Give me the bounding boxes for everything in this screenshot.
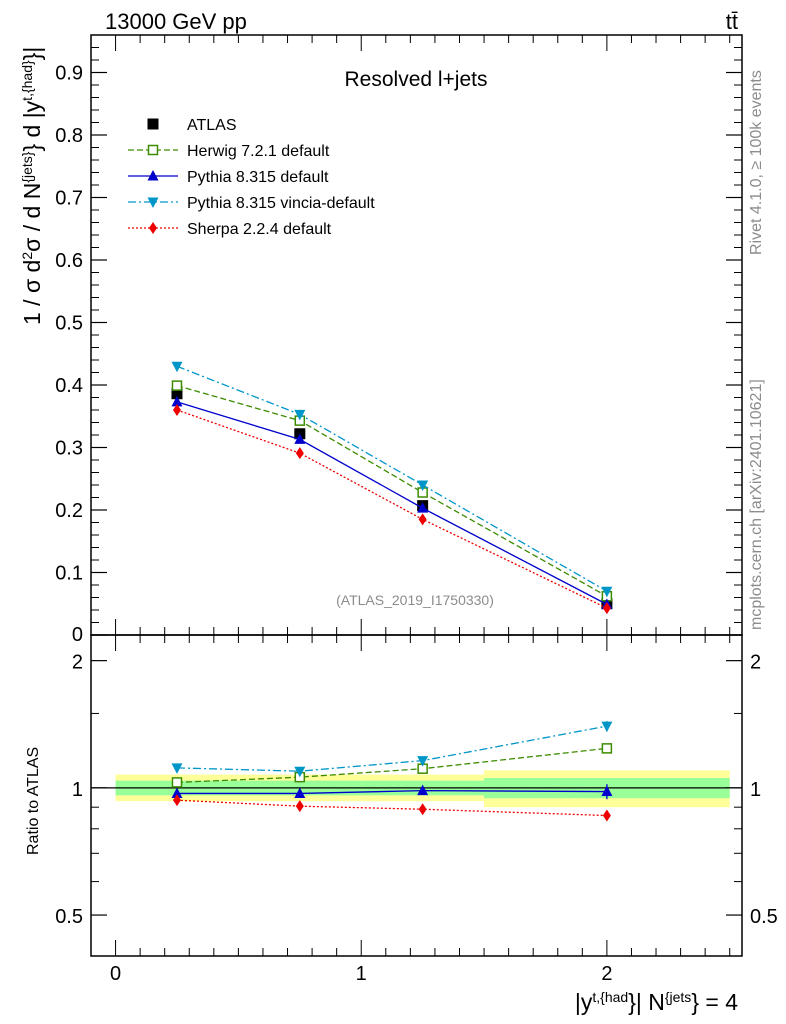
data-point	[294, 409, 306, 421]
data-point	[601, 721, 613, 733]
data-point	[171, 395, 183, 407]
y-tick-label: 0.4	[55, 375, 83, 397]
series-line	[176, 789, 607, 795]
ratio-plot-area	[91, 720, 742, 822]
series-line	[176, 401, 608, 605]
y-tick-label: 0	[72, 624, 83, 646]
data-point	[418, 803, 427, 816]
legend-entry: Pythia 8.315 default	[128, 169, 329, 186]
series-0	[171, 388, 613, 610]
series-line	[176, 384, 608, 597]
y-tick-label: 2	[72, 652, 83, 674]
data-point	[171, 763, 183, 774]
x-tick-label: 0	[110, 963, 121, 985]
ratio-y-axis-label: Ratio to ATLAS	[25, 747, 42, 855]
ratio-frame	[90, 634, 743, 957]
data-point	[417, 502, 429, 513]
data-point	[171, 777, 183, 788]
legend-entry: Herwig 7.2.1 default	[128, 143, 330, 160]
legend-label: Herwig 7.2.1 default	[187, 143, 330, 160]
legend-entry: Pythia 8.315 vincia-default	[128, 195, 375, 212]
legend-label: ATLAS	[187, 117, 237, 134]
legend-marker	[147, 170, 159, 181]
y-tick-label: 1	[72, 779, 83, 801]
y-tick-label: 0.7	[55, 188, 83, 210]
y-tick-label: 0.2	[55, 500, 83, 522]
data-point	[171, 388, 183, 400]
y-tick-label: 0.6	[55, 250, 83, 272]
energy-label: 13000 GeV pp	[105, 9, 247, 34]
main-panel: 0 0.1 0.2 0.3 0.4 0.5 0.6 0.7 0.8 0.9 Resolved l+…	[19, 34, 743, 646]
series-line	[176, 409, 608, 609]
data-point	[601, 785, 613, 797]
y-tick-label-right: 0.5	[750, 906, 778, 928]
series-2	[171, 395, 613, 609]
data-point	[294, 433, 306, 444]
data-point	[172, 404, 181, 416]
data-point	[602, 602, 611, 615]
data-point	[418, 513, 427, 526]
ratio-series-2	[171, 720, 613, 778]
ratio-series-3	[172, 794, 611, 822]
data-point	[417, 784, 429, 796]
ratio-series-1	[171, 784, 613, 800]
ratio-panel: 0.5 0.5 1 1 2 2 0 1 2 Ratio to ATLAS	[25, 634, 778, 985]
data-point	[601, 586, 613, 598]
legend: ATLAS Herwig 7.2.1 default Pythia 8.315 de…	[128, 117, 375, 238]
legend-marker	[147, 197, 159, 208]
legend-label: Pythia 8.315 default	[187, 169, 329, 186]
data-point	[295, 800, 304, 813]
y-tick-label: 0.8	[55, 125, 83, 147]
y-tick-label-right: 1	[750, 779, 761, 801]
data-point	[294, 766, 306, 778]
main-axis-ticks: 0 0.1 0.2 0.3 0.4 0.5 0.6 0.7 0.8 0.9	[55, 35, 742, 646]
legend-marker	[147, 118, 159, 130]
y-tick-label: 0.5	[55, 313, 83, 335]
x-tick-label: 1	[356, 963, 367, 985]
rivet-label: Rivet 4.1.0, ≥ 100k events	[748, 70, 765, 255]
y-tick-label: 0.1	[55, 563, 83, 585]
data-point	[601, 743, 613, 754]
data-point	[171, 380, 183, 391]
ratio-axis-ticks: 0.5 0.5 1 1 2 2 0 1 2	[55, 635, 778, 985]
main-plot-area	[171, 361, 613, 615]
y-tick-label: 0.3	[55, 438, 83, 460]
y-tick-label-right: 2	[750, 652, 761, 674]
plot-title: Resolved l+jets	[345, 68, 488, 91]
main-y-axis-label: 1 / σ d2σ / d N{jets}} d |yt,{had}}|	[19, 47, 45, 325]
data-point	[417, 756, 429, 767]
x-axis-label: |yt,{had}| N{jets} = 4	[575, 989, 738, 1015]
series-4	[172, 404, 611, 615]
series-3	[171, 361, 613, 598]
x-tick-label: 2	[601, 963, 612, 985]
process-label: tt̄	[726, 9, 738, 34]
legend-entry: Sherpa 2.2.4 default	[128, 221, 332, 238]
data-point	[172, 794, 181, 807]
mcplots-label: mcplots.cern.ch [arXiv:2401.10621]	[748, 379, 765, 630]
legend-label: Sherpa 2.2.4 default	[187, 221, 332, 238]
data-point	[171, 361, 183, 373]
series-line	[176, 747, 607, 784]
legend-entry: ATLAS	[147, 117, 237, 134]
data-point	[295, 447, 304, 460]
series-line	[176, 725, 608, 772]
data-point	[171, 787, 183, 798]
legend-marker	[149, 222, 157, 234]
legend-marker	[147, 144, 159, 156]
watermark-label: (ATLAS_2019_I1750330)	[336, 592, 494, 608]
y-tick-label: 0.9	[55, 63, 83, 85]
data-point	[602, 809, 611, 822]
legend-label: Pythia 8.315 vincia-default	[187, 195, 375, 212]
data-point	[417, 480, 429, 491]
y-tick-label: 0.5	[55, 906, 83, 928]
series-line	[176, 799, 607, 817]
series-line	[176, 365, 608, 592]
data-point	[294, 787, 306, 798]
